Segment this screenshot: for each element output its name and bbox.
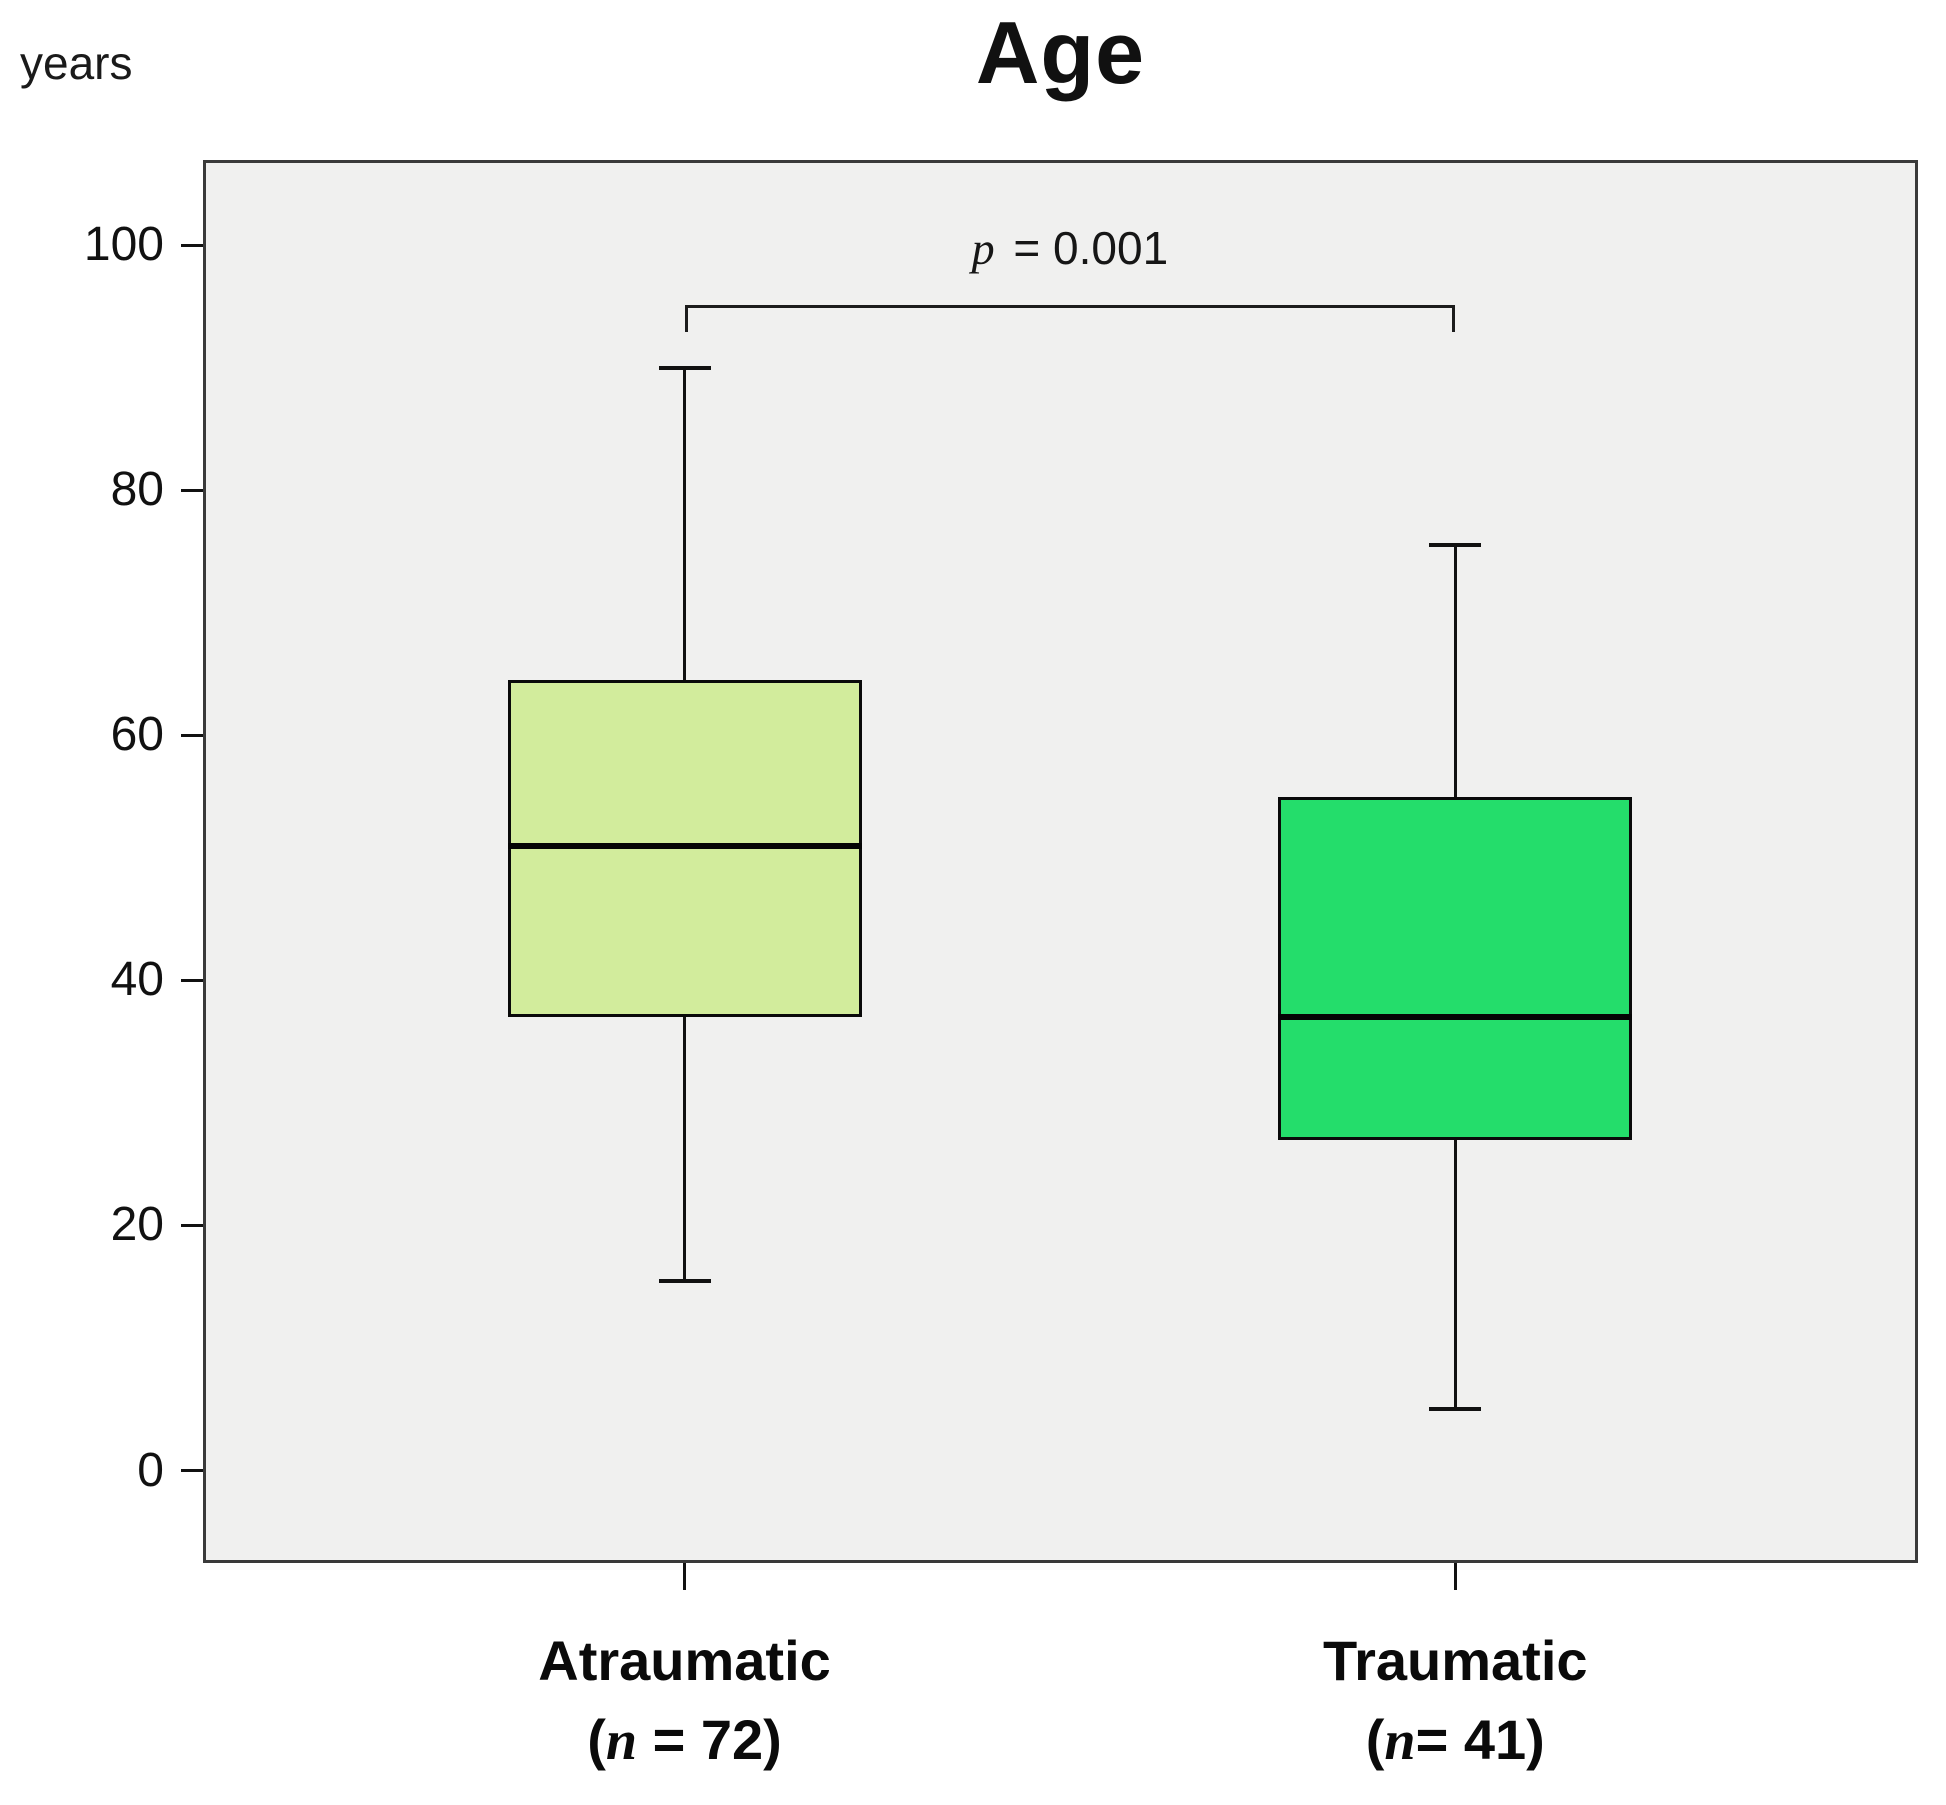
group-n-count: (n = 72) xyxy=(587,1708,782,1772)
p-symbol: p xyxy=(971,223,995,275)
upper-whisker-cap xyxy=(1429,543,1482,548)
group-name: Traumatic xyxy=(1322,1629,1588,1692)
y-axis-tick-label: 40 xyxy=(110,953,164,1007)
y-axis-unit-label: years xyxy=(20,37,133,89)
lower-whisker-cap xyxy=(1429,1407,1482,1412)
median-line xyxy=(1278,1014,1633,1021)
x-axis-tick xyxy=(1453,1563,1457,1590)
y-axis-tick xyxy=(181,1223,203,1227)
p-value-label: p = 0.001 xyxy=(770,221,1370,275)
y-axis-tick xyxy=(181,488,203,492)
y-axis-tick-label: 0 xyxy=(137,1443,164,1497)
significance-bracket-right-end xyxy=(1452,305,1456,333)
iqr-box xyxy=(1278,796,1633,1140)
upper-whisker-cap xyxy=(658,365,711,370)
y-axis-tick xyxy=(181,978,203,982)
plot-area xyxy=(203,160,1918,1563)
group-n-count: (n= 41) xyxy=(1365,1708,1545,1772)
lower-whisker-line xyxy=(1453,1139,1457,1410)
group-name: Atraumatic xyxy=(538,1629,831,1692)
lower-whisker-cap xyxy=(658,1278,711,1283)
p-value-text: = 0.001 xyxy=(1000,222,1169,275)
category-label-traumatic: Traumatic (n= 41) xyxy=(1135,1628,1775,1773)
y-axis-tick-label: 60 xyxy=(110,708,164,762)
y-axis-tick xyxy=(181,733,203,737)
upper-whisker-line xyxy=(683,367,687,681)
iqr-box xyxy=(507,680,862,1018)
significance-bracket-left-end xyxy=(684,305,688,333)
median-line xyxy=(507,842,862,849)
x-axis-tick xyxy=(683,1563,687,1590)
y-axis-tick xyxy=(181,1469,203,1473)
y-axis-tick-label: 100 xyxy=(83,218,164,272)
y-axis-tick-label: 20 xyxy=(110,1198,164,1252)
significance-bracket-line xyxy=(684,305,1456,309)
chart-title: Age xyxy=(975,3,1146,102)
category-label-atraumatic: Atraumatic (n = 72) xyxy=(365,1628,1005,1773)
y-axis-tick xyxy=(181,243,203,247)
y-axis-tick-label: 80 xyxy=(110,463,164,517)
lower-whisker-line xyxy=(683,1017,687,1281)
upper-whisker-line xyxy=(1453,545,1457,797)
